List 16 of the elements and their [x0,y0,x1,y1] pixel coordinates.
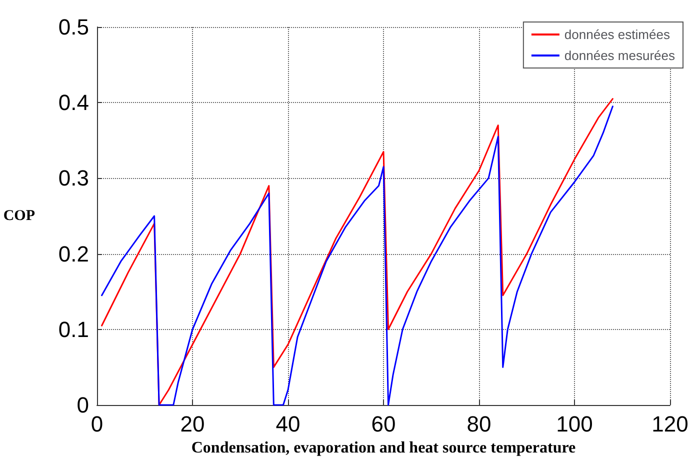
x-tick-label: 60 [371,412,396,436]
legend-label: données estimées [564,27,670,42]
y-tick-label: 0 [76,392,89,418]
x-tick-label: 100 [556,412,593,436]
x-axis-title: Condensation, evaporation and heat source temperature [191,439,576,456]
y-axis-title: COP [3,208,35,224]
x-tick-label: 20 [180,412,205,436]
y-tick-label: 0.1 [58,316,89,342]
y-tick-label: 0.5 [58,14,89,40]
y-tick-label: 0.4 [58,90,89,116]
legend-label: données mesurées [564,48,676,63]
y-tick-label: 0.2 [58,241,89,266]
x-tick-label: 120 [652,412,688,436]
x-tick-label: 40 [276,412,300,436]
y-tick-label: 0.3 [58,166,89,191]
x-tick-label: 80 [466,412,492,436]
